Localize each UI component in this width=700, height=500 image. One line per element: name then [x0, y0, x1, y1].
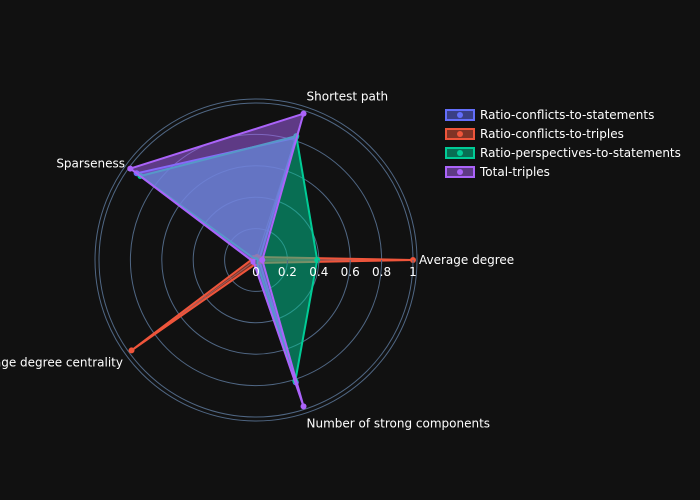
angular-axis-label: Average degree	[419, 253, 514, 267]
data-point[interactable]	[127, 165, 134, 172]
radial-tick-label: 0.2	[278, 265, 297, 279]
legend-item[interactable]: Ratio-conflicts-to-triples	[445, 127, 624, 141]
data-point[interactable]	[250, 258, 257, 265]
angular-axis-label: Sparseness	[56, 157, 125, 171]
series-layer	[127, 110, 416, 410]
data-point[interactable]	[259, 257, 266, 263]
radial-tick-label: 1	[409, 265, 417, 279]
frame-circle	[94, 98, 418, 422]
radial-tick-label: 0	[252, 265, 260, 279]
data-point[interactable]	[128, 347, 135, 354]
legend-label: Ratio-conflicts-to-statements	[480, 108, 654, 122]
legend-marker	[457, 112, 463, 118]
legend-marker	[457, 131, 463, 137]
angular-axis-label: Average degree centrality	[0, 355, 123, 369]
legend-label: Ratio-conflicts-to-triples	[480, 127, 624, 141]
legend[interactable]: Ratio-conflicts-to-statements Ratio-confl…	[445, 108, 681, 179]
legend-item[interactable]: Ratio-conflicts-to-statements	[445, 108, 654, 122]
legend-marker	[457, 169, 463, 175]
legend-item[interactable]: Total-triples	[445, 165, 550, 179]
angular-axis-label: Number of strong components	[307, 416, 491, 430]
series-area	[129, 112, 305, 408]
data-point[interactable]	[300, 110, 307, 117]
radial-tick-label: 0.6	[341, 265, 360, 279]
data-point[interactable]	[300, 403, 307, 410]
angular-axis-label: Shortest path	[307, 90, 389, 104]
legend-marker	[457, 150, 463, 156]
legend-item[interactable]: Ratio-perspectives-to-statements	[445, 146, 681, 160]
legend-label: Total-triples	[479, 165, 550, 179]
legend-label: Ratio-perspectives-to-statements	[480, 146, 681, 160]
radial-tick-label: 0.4	[309, 265, 328, 279]
series-3	[127, 110, 307, 410]
data-point[interactable]	[314, 257, 321, 263]
radial-tick-label: 0.8	[372, 265, 391, 279]
